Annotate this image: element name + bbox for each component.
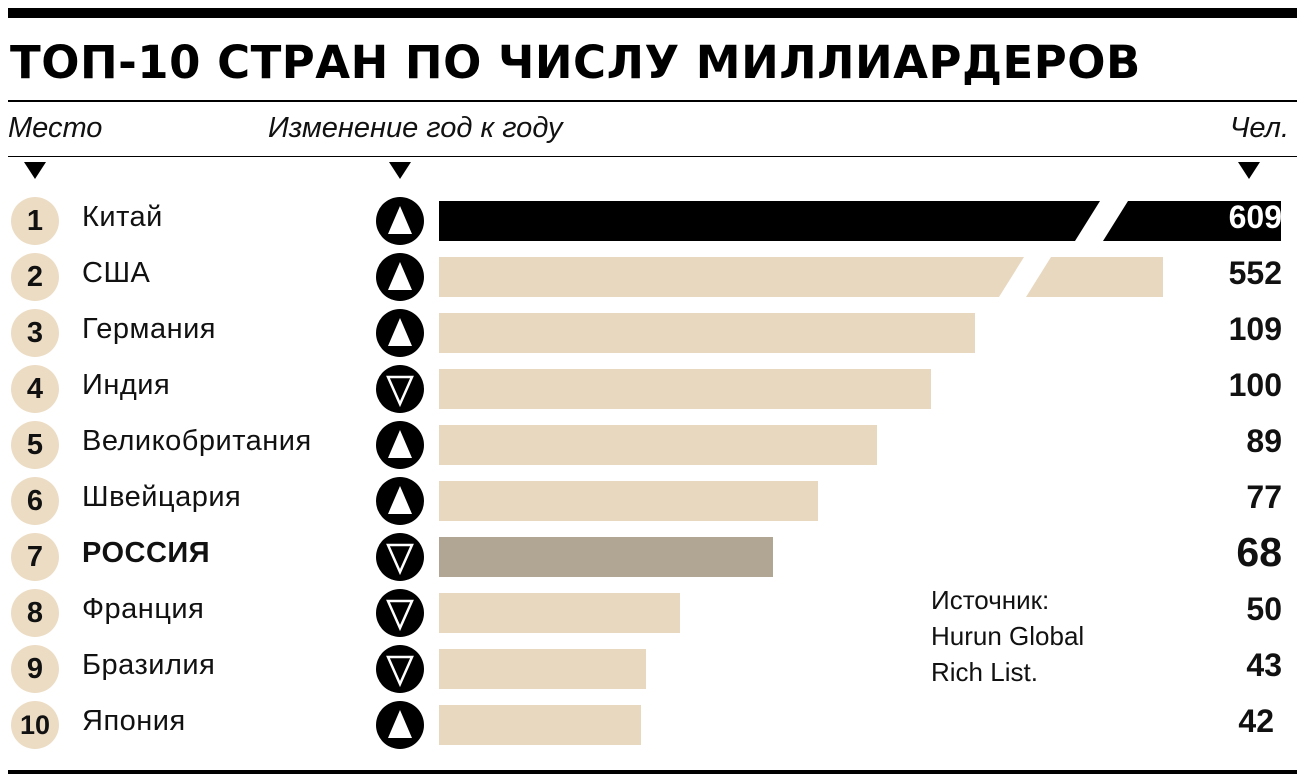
bar-svg <box>439 201 1281 241</box>
bar <box>439 369 931 409</box>
bar-svg <box>439 313 975 353</box>
change-down-icon <box>376 645 424 693</box>
header-bottom-rule <box>8 156 1297 157</box>
bar <box>439 537 773 577</box>
value-label: 609 <box>1228 199 1282 235</box>
bar-svg <box>439 593 680 633</box>
bar-svg <box>439 257 1163 297</box>
change-arrow-icon <box>389 162 411 179</box>
rank-badge: 9 <box>11 645 59 693</box>
value-label: 89 <box>1246 423 1282 459</box>
rank-badge: 5 <box>11 421 59 469</box>
header-change: Изменение год к году <box>268 112 563 144</box>
bar-svg <box>439 705 641 745</box>
country-label: Великобритания <box>82 425 312 457</box>
bar <box>439 257 1024 297</box>
source-line-1: Источник: <box>931 585 1050 615</box>
value-label: 109 <box>1228 311 1282 347</box>
value-label: 42 <box>1238 703 1274 739</box>
chart-row: 3 Германия 109 <box>0 305 1305 361</box>
country-label: Китай <box>82 201 163 233</box>
chart-row: 10 Япония 42 <box>0 697 1305 753</box>
chart-row: 6 Швейцария 77 <box>0 473 1305 529</box>
change-up-icon <box>376 309 424 357</box>
bottom-rule <box>8 770 1297 774</box>
bar <box>439 425 877 465</box>
chart-row: 2 США 552 <box>0 249 1305 305</box>
header-value: Чел. <box>1229 112 1289 144</box>
country-label: РОССИЯ <box>82 537 211 569</box>
bar-svg <box>439 425 877 465</box>
change-down-icon <box>376 365 424 413</box>
value-label: 552 <box>1228 255 1282 291</box>
bar <box>439 313 975 353</box>
top-rule <box>8 8 1297 18</box>
bar-svg <box>439 649 646 689</box>
rank-badge: 3 <box>11 309 59 357</box>
header-rank: Место <box>8 112 103 144</box>
change-up-icon <box>376 253 424 301</box>
country-label: Индия <box>82 369 171 401</box>
bar <box>439 705 641 745</box>
chart-row: 5 Великобритания 89 <box>0 417 1305 473</box>
country-label: Бразилия <box>82 649 216 681</box>
change-up-icon <box>376 701 424 749</box>
value-arrow-icon <box>1238 162 1260 179</box>
country-label: США <box>82 257 151 289</box>
country-label: Япония <box>82 705 186 737</box>
change-up-icon <box>376 477 424 525</box>
bar <box>439 593 680 633</box>
country-label: Германия <box>82 313 217 345</box>
value-label: 50 <box>1246 591 1282 627</box>
chart-row: 7 РОССИЯ 68 <box>0 529 1305 585</box>
source-note: Источник: Hurun Global Rich List. <box>931 582 1084 690</box>
bar-svg <box>439 481 818 521</box>
chart-row: 1 Китай 609 <box>0 193 1305 249</box>
change-down-icon <box>376 589 424 637</box>
bar-svg <box>439 537 773 577</box>
change-down-icon <box>376 533 424 581</box>
chart-title: ТОП-10 СТРАН ПО ЧИСЛУ МИЛЛИАРДЕРОВ <box>10 36 1141 89</box>
source-line-3: Rich List. <box>931 657 1038 687</box>
chart-row: 8 Франция 50 <box>0 585 1305 641</box>
change-up-icon <box>376 421 424 469</box>
chart-row: 9 Бразилия 43 <box>0 641 1305 697</box>
value-label: 77 <box>1246 479 1282 515</box>
country-label: Франция <box>82 593 205 625</box>
change-up-icon <box>376 197 424 245</box>
rank-badge: 2 <box>11 253 59 301</box>
rank-badge: 6 <box>11 477 59 525</box>
value-label: 43 <box>1246 647 1282 683</box>
bar-svg <box>439 369 931 409</box>
rank-arrow-icon <box>24 162 46 179</box>
country-label: Швейцария <box>82 481 242 513</box>
bar <box>439 649 646 689</box>
rank-badge: 1 <box>11 197 59 245</box>
bar-continued <box>1103 201 1281 241</box>
value-label: 100 <box>1228 367 1282 403</box>
bar <box>439 481 818 521</box>
bar-continued <box>1026 257 1163 297</box>
bar <box>439 201 1100 241</box>
rank-badge: 7 <box>11 533 59 581</box>
value-label: 68 <box>1236 529 1282 575</box>
rank-badge: 8 <box>11 589 59 637</box>
rank-badge: 4 <box>11 365 59 413</box>
source-line-2: Hurun Global <box>931 621 1085 651</box>
rank-badge: 10 <box>11 701 59 749</box>
chart-row: 4 Индия 100 <box>0 361 1305 417</box>
header-top-rule <box>8 100 1297 102</box>
